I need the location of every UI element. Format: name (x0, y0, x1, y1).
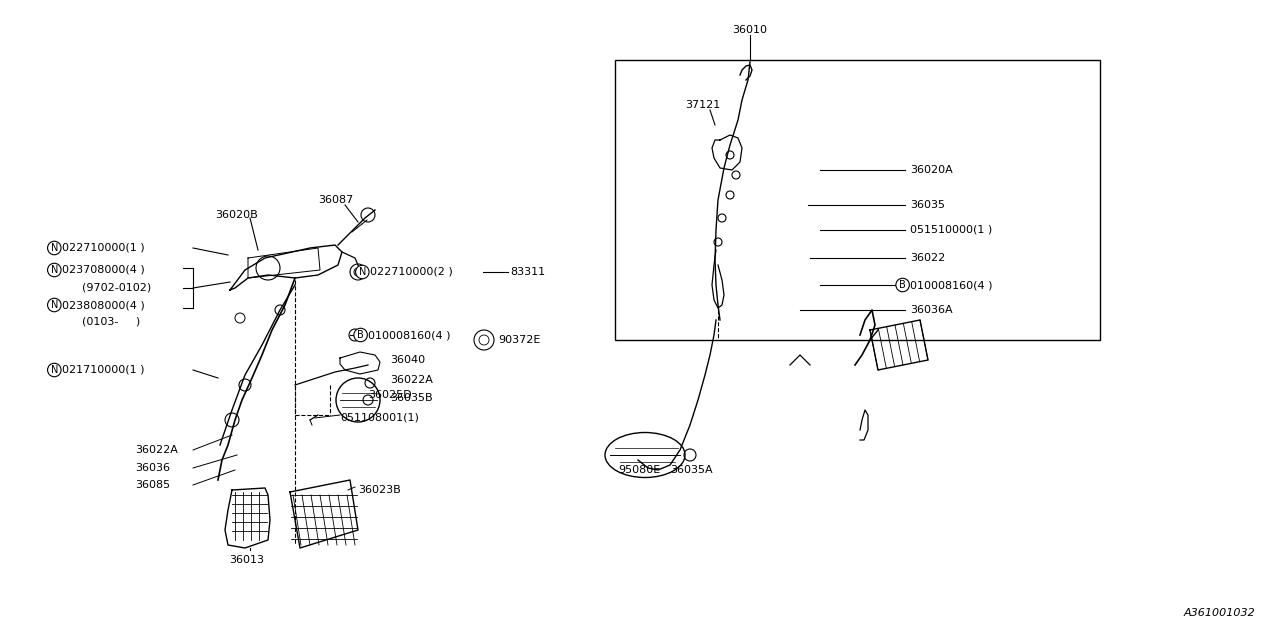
Text: A361001032: A361001032 (1183, 608, 1254, 618)
Text: 36040: 36040 (390, 355, 425, 365)
Text: B: B (357, 330, 364, 340)
Text: 010008160(4 ): 010008160(4 ) (910, 280, 992, 290)
Text: 010008160(4 ): 010008160(4 ) (369, 330, 451, 340)
Text: 051510000(1 ): 051510000(1 ) (910, 225, 992, 235)
Text: 023708000(4 ): 023708000(4 ) (61, 265, 145, 275)
Text: 36013: 36013 (229, 555, 265, 565)
Text: 36035B: 36035B (390, 393, 433, 403)
Text: 90372E: 90372E (498, 335, 540, 345)
Text: 36085: 36085 (134, 480, 170, 490)
Text: B: B (900, 280, 906, 290)
Text: 95080E: 95080E (618, 465, 660, 475)
Text: 36087: 36087 (317, 195, 353, 205)
Text: 051108001(1): 051108001(1) (340, 413, 419, 423)
Text: 36010: 36010 (732, 25, 768, 35)
Text: 36020B: 36020B (215, 210, 257, 220)
Text: 36022A: 36022A (134, 445, 178, 455)
Text: 83311: 83311 (509, 267, 545, 277)
Text: 36023B: 36023B (358, 485, 401, 495)
Text: N: N (358, 267, 366, 277)
Text: N: N (51, 265, 58, 275)
Text: 023808000(4 ): 023808000(4 ) (61, 300, 145, 310)
Text: N: N (51, 365, 58, 375)
Text: N: N (51, 243, 58, 253)
Text: 36022A: 36022A (390, 375, 433, 385)
Text: 37121: 37121 (685, 100, 721, 110)
Text: 022710000(2 ): 022710000(2 ) (370, 267, 453, 277)
Text: (9702-0102): (9702-0102) (82, 283, 151, 293)
Text: 36020A: 36020A (910, 165, 952, 175)
Bar (614, 60, 1100, 340)
Text: 36035A: 36035A (669, 465, 713, 475)
Text: N: N (51, 300, 58, 310)
Text: 36036A: 36036A (910, 305, 952, 315)
Text: 022710000(1 ): 022710000(1 ) (61, 243, 145, 253)
Text: 36036: 36036 (134, 463, 170, 473)
Text: 36035: 36035 (910, 200, 945, 210)
Text: 021710000(1 ): 021710000(1 ) (61, 365, 145, 375)
Text: 36025D: 36025D (369, 390, 412, 400)
Text: 36022: 36022 (910, 253, 945, 263)
Text: (0103-     ): (0103- ) (82, 317, 141, 327)
